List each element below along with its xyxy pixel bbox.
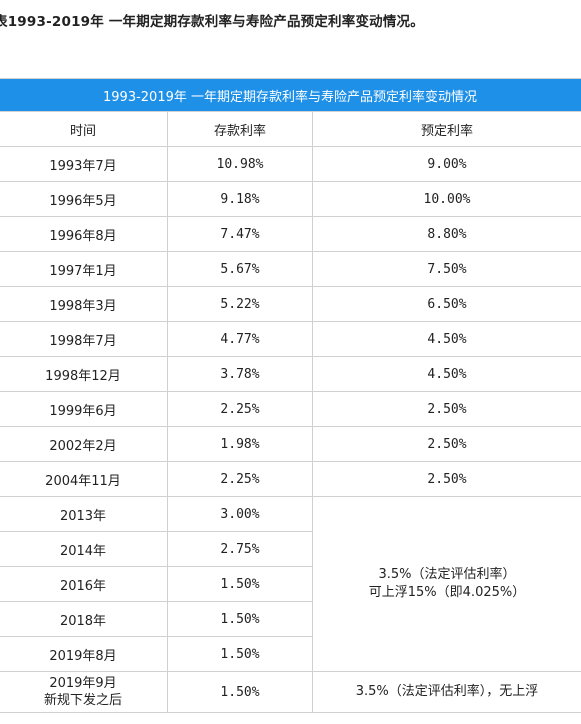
header-predetermined-rate: 预定利率 <box>312 111 581 147</box>
predetermined-rate-cell: 4.50% <box>312 321 581 357</box>
table-row: 2019年8月 1.50% <box>0 636 581 672</box>
table-row: 1999年6月 2.25% 2.50% <box>0 391 581 427</box>
deposit-rate-cell: 1.50% <box>167 566 313 602</box>
deposit-rate-cell: 1.50% <box>167 671 313 713</box>
deposit-rate-cell: 4.77% <box>167 321 313 357</box>
table-row: 1996年5月 9.18% 10.00% <box>0 181 581 217</box>
predetermined-rate-cell: 2.50% <box>312 426 581 462</box>
deposit-rate-cell: 10.98% <box>167 146 313 182</box>
predetermined-rate-cell: 3.5%（法定评估利率），无上浮 <box>312 671 581 713</box>
table-title-row: 1993-2019年 一年期定期存款利率与寿险产品预定利率变动情况 <box>0 78 581 112</box>
deposit-rate-cell: 1.50% <box>167 601 313 637</box>
time-cell: 2004年11月 <box>0 461 168 497</box>
time-cell: 2019年8月 <box>0 636 168 672</box>
table-title: 1993-2019年 一年期定期存款利率与寿险产品预定利率变动情况 <box>0 78 581 112</box>
time-cell: 2014年 <box>0 531 168 567</box>
table-row: 1997年1月 5.67% 7.50% <box>0 251 581 287</box>
deposit-rate-cell: 9.18% <box>167 181 313 217</box>
table-row: 2004年11月 2.25% 2.50% <box>0 461 581 497</box>
table-row: 1996年8月 7.47% 8.80% <box>0 216 581 252</box>
deposit-rate-cell: 1.98% <box>167 426 313 462</box>
deposit-rate-cell: 7.47% <box>167 216 313 252</box>
deposit-rate-cell: 5.22% <box>167 286 313 322</box>
time-cell: 1998年7月 <box>0 321 168 357</box>
time-cell: 1993年7月 <box>0 146 168 182</box>
time-cell: 2019年9月 新规下发之后 <box>0 671 168 713</box>
time-cell: 1997年1月 <box>0 251 168 287</box>
merged-rate-line-2: 可上浮15%（即4.025%） <box>368 585 526 600</box>
time-cell: 1996年8月 <box>0 216 168 252</box>
predetermined-rate-cell: 9.00% <box>312 146 581 182</box>
table-row: 1998年3月 5.22% 6.50% <box>0 286 581 322</box>
time-cell: 1996年5月 <box>0 181 168 217</box>
deposit-rate-cell: 1.50% <box>167 636 313 672</box>
header-deposit-rate: 存款利率 <box>167 111 313 147</box>
predetermined-rate-cell: 6.50% <box>312 286 581 322</box>
table-row: 2019年9月 新规下发之后 1.50% 3.5%（法定评估利率），无上浮 <box>0 671 581 713</box>
deposit-rate-cell: 3.78% <box>167 356 313 392</box>
time-cell: 1999年6月 <box>0 391 168 427</box>
predetermined-rate-cell: 10.00% <box>312 181 581 217</box>
rates-table: 1993-2019年 一年期定期存款利率与寿险产品预定利率变动情况 时间 存款利… <box>0 78 581 713</box>
deposit-rate-cell: 3.00% <box>167 496 313 532</box>
table-row: 2002年2月 1.98% 2.50% <box>0 426 581 462</box>
predetermined-rate-cell: 2.50% <box>312 391 581 427</box>
predetermined-rate-cell: 2.50% <box>312 461 581 497</box>
merged-predetermined-rate-cell: 3.5%（法定评估利率） 可上浮15%（即4.025%） <box>312 496 581 672</box>
table-row: 1998年12月 3.78% 4.50% <box>0 356 581 392</box>
time-cell: 2016年 <box>0 566 168 602</box>
time-cell: 2018年 <box>0 601 168 637</box>
time-cell: 2002年2月 <box>0 426 168 462</box>
deposit-rate-cell: 2.75% <box>167 531 313 567</box>
time-line-1: 2019年9月 <box>49 676 117 691</box>
deposit-rate-cell: 2.25% <box>167 461 313 497</box>
table-caption: 表1993-2019年 一年期定期存款利率与寿险产品预定利率变动情况。 <box>0 14 424 30</box>
header-time: 时间 <box>0 111 168 147</box>
table-row: 2014年 2.75% <box>0 531 581 567</box>
table-row: 1993年7月 10.98% 9.00% <box>0 146 581 182</box>
deposit-rate-cell: 5.67% <box>167 251 313 287</box>
time-cell: 1998年12月 <box>0 356 168 392</box>
time-cell: 1998年3月 <box>0 286 168 322</box>
table-row: 2013年 3.00% 3.5%（法定评估利率） 可上浮15%（即4.025%） <box>0 496 581 672</box>
predetermined-rate-cell: 8.80% <box>312 216 581 252</box>
merged-rate-line-1: 3.5%（法定评估利率） <box>378 567 516 582</box>
table-row: 2018年 1.50% <box>0 601 581 637</box>
time-line-2: 新规下发之后 <box>43 693 122 708</box>
table-header-row: 时间 存款利率 预定利率 <box>0 111 581 147</box>
predetermined-rate-cell: 4.50% <box>312 356 581 392</box>
deposit-rate-cell: 2.25% <box>167 391 313 427</box>
predetermined-rate-cell: 7.50% <box>312 251 581 287</box>
table-row: 1998年7月 4.77% 4.50% <box>0 321 581 357</box>
time-cell: 2013年 <box>0 496 168 532</box>
